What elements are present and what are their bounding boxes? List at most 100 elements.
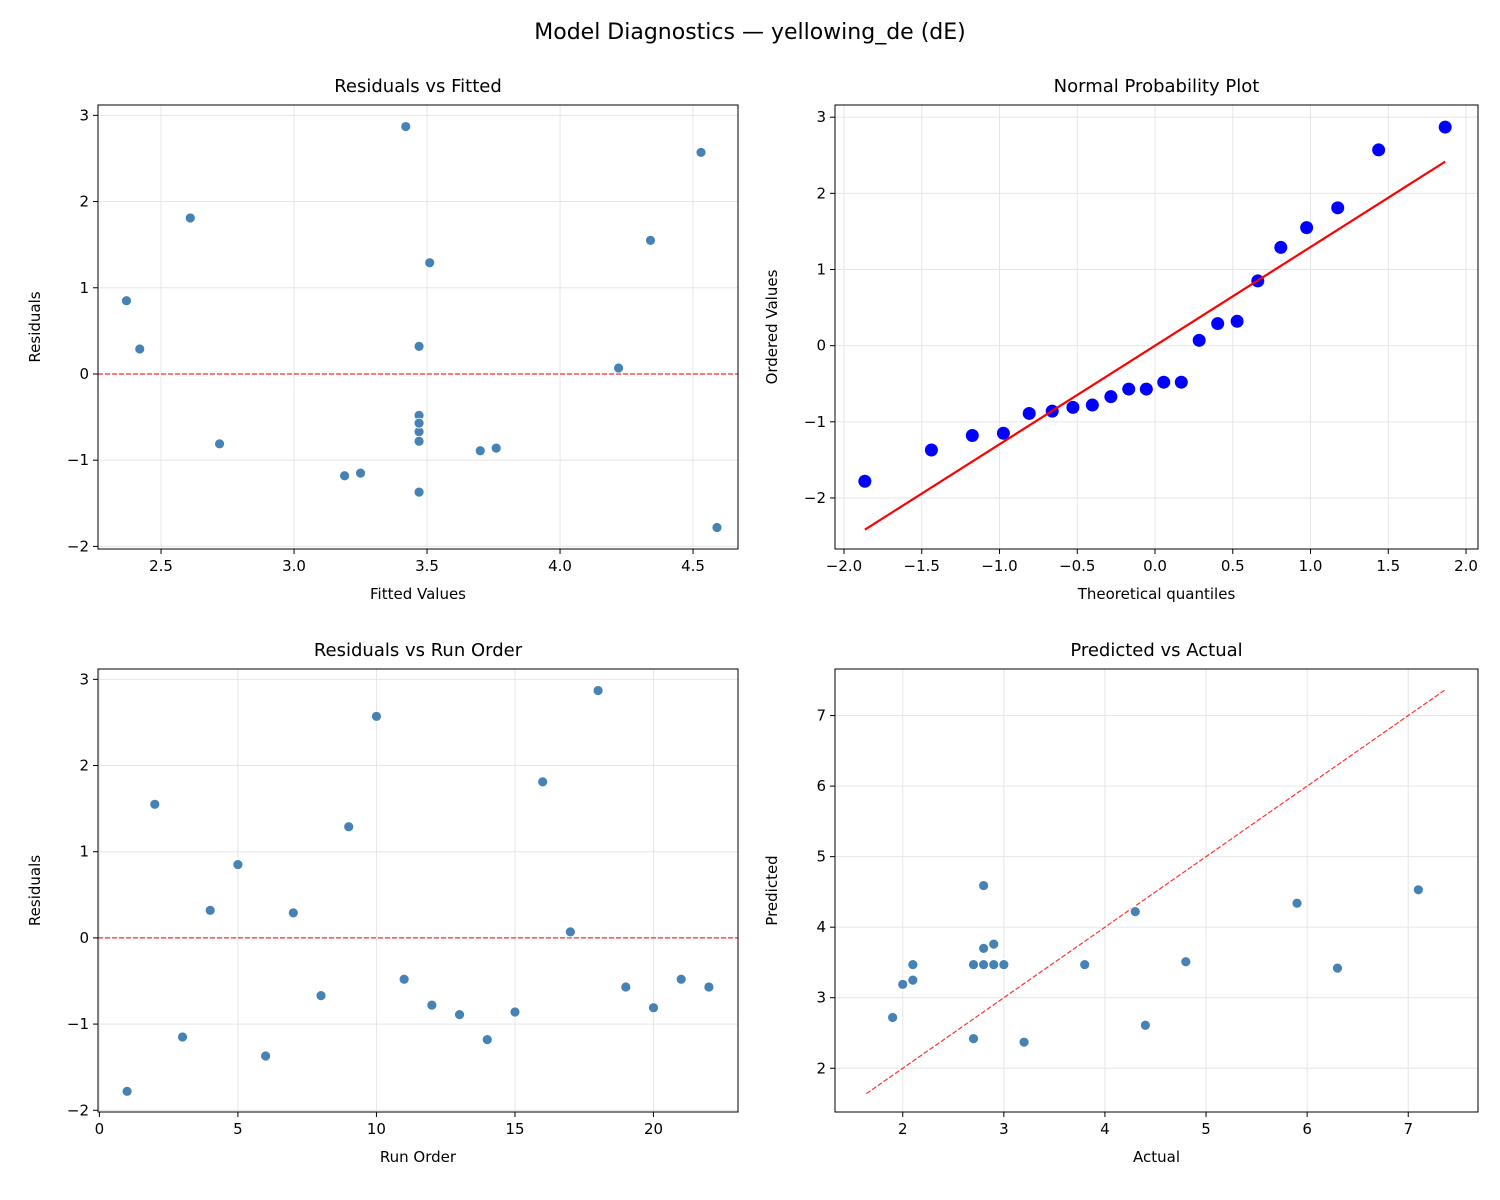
x-tick-label: 7 [1403, 1120, 1413, 1138]
y-tick-label: −1 [67, 1015, 89, 1033]
data-point [413, 340, 425, 352]
data-point [1412, 884, 1424, 896]
data-point [184, 212, 196, 224]
data-point [454, 1009, 465, 1021]
data-point [474, 445, 486, 457]
data-point [1085, 398, 1099, 412]
data-point [413, 435, 425, 447]
x-tick-label: 5 [1201, 1120, 1211, 1138]
x-tick-label: 5 [233, 1120, 243, 1138]
data-point [424, 257, 436, 269]
data-point [287, 907, 299, 919]
y-tick-label: 6 [816, 777, 826, 795]
data-point [121, 295, 132, 307]
data-point [907, 974, 919, 986]
x-tick-label: 3 [999, 1120, 1009, 1138]
x-axis-label: Actual [1133, 1148, 1180, 1166]
data-point [1332, 962, 1343, 974]
data-point [613, 362, 624, 374]
data-point [620, 981, 632, 993]
data-point [371, 711, 382, 722]
x-tick-label: 1.0 [1299, 557, 1323, 575]
y-tick-label: 3 [79, 670, 89, 688]
data-point [214, 438, 225, 450]
data-point [988, 938, 1000, 950]
y-tick-label: 1 [816, 261, 826, 279]
data-point [1174, 375, 1188, 389]
x-tick-label: 4.0 [548, 557, 572, 575]
axes-frame [834, 104, 1479, 550]
x-tick-label: 10 [367, 1120, 386, 1138]
data-point [1066, 400, 1080, 414]
data-point [1104, 390, 1118, 404]
y-tick-label: 0 [79, 929, 89, 947]
y-tick-label: 0 [816, 337, 826, 355]
data-point [400, 121, 412, 132]
x-tick-label: −2.0 [826, 557, 862, 575]
data-point [564, 926, 576, 938]
x-tick-label: 6 [1302, 1120, 1312, 1138]
x-axis-label: Theoretical quantiles [1077, 585, 1236, 603]
data-point [968, 1033, 979, 1045]
data-point [509, 1006, 521, 1018]
data-point [907, 959, 919, 970]
y-tick-label: 2 [816, 184, 826, 202]
data-point [315, 990, 327, 1002]
data-point [1192, 333, 1206, 347]
data-point [645, 234, 656, 246]
data-point [1230, 314, 1244, 328]
data-point [413, 417, 425, 429]
data-point [978, 959, 990, 970]
panel-title: Normal Probability Plot [1054, 76, 1260, 97]
data-point [711, 522, 723, 533]
x-axis-label: Fitted Values [370, 585, 466, 603]
data-point [1372, 143, 1386, 157]
data-point [413, 486, 425, 498]
data-point [177, 1031, 188, 1043]
axes-frame [97, 104, 739, 550]
fit-line [864, 160, 1446, 531]
data-point [343, 821, 355, 833]
data-point [1274, 240, 1288, 254]
data-point [897, 978, 909, 990]
axes-frame [834, 668, 1479, 1113]
data-point [695, 147, 707, 158]
data-point [1018, 1036, 1030, 1048]
x-axis-label: Run Order [380, 1148, 457, 1166]
data-point [996, 426, 1010, 440]
data-point [978, 942, 990, 954]
x-tick-label: 4 [1100, 1120, 1110, 1138]
data-point [339, 470, 350, 482]
panel-resid_fitted: 2.5 3.0 3.5 4.0 4.5 −2 −1 0 1 2 3 Residuals vs Fitt… [26, 76, 739, 603]
data-point [355, 467, 366, 479]
y-tick-label: −2 [67, 537, 89, 555]
data-point [149, 798, 161, 810]
data-point [592, 685, 604, 696]
data-point [204, 904, 216, 916]
data-point [924, 443, 938, 457]
data-point [1180, 956, 1192, 968]
y-tick-label: 3 [816, 108, 826, 126]
panel-title: Residuals vs Run Order [314, 640, 523, 661]
panel-pred_actual: 2 3 4 5 6 7 2 3 4 5 6 7 Predicted vs Actual Actual Pre… [763, 640, 1479, 1166]
y-axis-label: Predicted [763, 855, 781, 925]
data-point [490, 442, 502, 454]
data-point [1157, 375, 1171, 389]
data-point [998, 959, 1010, 970]
data-point [1022, 406, 1036, 420]
x-tick-label: 3.5 [415, 557, 439, 575]
data-point [121, 1085, 133, 1097]
y-tick-label: 2 [79, 193, 89, 211]
figure-title: Model Diagnostics — yellowing_de (dE) [534, 20, 966, 45]
x-tick-label: 1.5 [1376, 557, 1400, 575]
y-tick-label: −1 [67, 451, 89, 469]
data-point [887, 1012, 899, 1023]
y-tick-label: −1 [804, 413, 826, 431]
data-point [1139, 1019, 1151, 1031]
x-tick-label: 15 [505, 1120, 524, 1138]
x-tick-label: 0.5 [1221, 557, 1245, 575]
data-point [978, 880, 990, 891]
data-point [1331, 201, 1345, 215]
x-tick-label: −0.5 [1059, 557, 1095, 575]
